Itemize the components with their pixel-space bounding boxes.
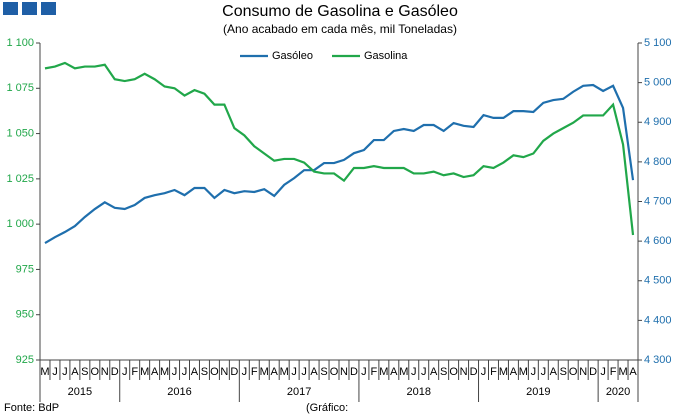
x-tick-label: D: [350, 366, 358, 378]
y-tick-label: 1 100: [6, 37, 34, 49]
x-tick-label: J: [122, 366, 128, 378]
y-tick-label: 950: [16, 309, 34, 321]
year-label: 2018: [406, 386, 430, 398]
y2-tick-label: 4 800: [644, 156, 672, 168]
series-line: [44, 83, 635, 245]
x-tick-label: N: [579, 366, 587, 378]
x-tick-label: A: [191, 366, 199, 378]
x-tick-label: A: [629, 366, 637, 378]
x-tick-label: M: [379, 366, 388, 378]
x-tick-label: M: [499, 366, 508, 378]
x-tick-label: J: [411, 366, 417, 378]
x-tick-label: O: [330, 366, 339, 378]
x-tick-label: M: [40, 366, 49, 378]
x-tick-label: A: [271, 366, 279, 378]
x-tick-label: S: [440, 366, 447, 378]
x-tick-label: J: [62, 366, 68, 378]
x-tick-label: N: [460, 366, 468, 378]
x-tick-label: F: [251, 366, 258, 378]
x-tick-label: D: [230, 366, 238, 378]
y-tick-label: 1 025: [6, 173, 34, 185]
x-tick-label: A: [151, 366, 159, 378]
y-tick-label: 975: [16, 263, 34, 275]
chart-title: Consumo de Gasolina e Gasóleo: [222, 3, 458, 20]
x-tick-label: J: [242, 366, 248, 378]
x-tick-label: N: [220, 366, 228, 378]
x-tick-label: O: [449, 366, 458, 378]
x-tick-label: J: [301, 366, 307, 378]
chart-subtitle: (Ano acabado em cada mês, mil Toneladas): [223, 22, 457, 36]
x-tick-label: J: [531, 366, 537, 378]
x-tick-label: M: [260, 366, 269, 378]
x-tick-label: S: [201, 366, 208, 378]
x-tick-label: J: [291, 366, 297, 378]
year-label: 2016: [167, 386, 191, 398]
x-tick-label: J: [421, 366, 427, 378]
x-tick-label: M: [140, 366, 149, 378]
x-tick-label: M: [618, 366, 627, 378]
x-tick-label: M: [160, 366, 169, 378]
x-tick-label: F: [371, 366, 378, 378]
x-tick-label: S: [320, 366, 327, 378]
x-tick-label: F: [131, 366, 138, 378]
y2-tick-label: 5 000: [644, 77, 672, 89]
y2-tick-label: 4 600: [644, 235, 672, 247]
x-tick-label: N: [101, 366, 109, 378]
y2-tick-label: 4 500: [644, 275, 672, 287]
x-tick-label: A: [550, 366, 558, 378]
x-tick-label: J: [182, 366, 188, 378]
y-tick-label: 1 075: [6, 82, 34, 94]
logo-square: [3, 2, 18, 15]
x-tick-label: M: [280, 366, 289, 378]
x-tick-label: F: [610, 366, 617, 378]
logo-square: [22, 2, 37, 15]
x-tick-label: A: [390, 366, 398, 378]
x-tick-label: D: [111, 366, 119, 378]
x-tick-label: M: [519, 366, 528, 378]
x-tick-label: A: [310, 366, 318, 378]
x-tick-label: D: [470, 366, 478, 378]
year-label: 2020: [606, 386, 630, 398]
x-tick-label: S: [81, 366, 88, 378]
y2-tick-label: 4 700: [644, 195, 672, 207]
year-label: 2019: [526, 386, 550, 398]
x-tick-label: A: [510, 366, 518, 378]
y2-tick-label: 5 100: [644, 37, 672, 49]
legend-label: Gasóleo: [272, 50, 313, 62]
legend-label: Gasolina: [364, 50, 408, 62]
credit: (Gráfico:: [306, 402, 348, 414]
x-tick-label: N: [340, 366, 348, 378]
year-label: 2015: [68, 386, 92, 398]
x-tick-label: A: [71, 366, 79, 378]
y2-tick-label: 4 400: [644, 314, 672, 326]
x-tick-label: J: [52, 366, 58, 378]
series-line: [44, 61, 635, 236]
x-tick-label: F: [490, 366, 497, 378]
x-tick-label: O: [569, 366, 578, 378]
source: Fonte: BdP: [4, 402, 59, 414]
x-tick-label: S: [560, 366, 567, 378]
y-tick-label: 1 000: [6, 218, 34, 230]
x-tick-label: J: [541, 366, 547, 378]
y2-tick-label: 4 900: [644, 116, 672, 128]
y2-tick-label: 4 300: [644, 354, 672, 366]
x-tick-label: A: [430, 366, 438, 378]
x-tick-label: O: [210, 366, 219, 378]
y-tick-label: 925: [16, 354, 34, 366]
year-label: 2017: [287, 386, 311, 398]
x-tick-label: J: [172, 366, 178, 378]
x-tick-label: M: [399, 366, 408, 378]
x-tick-label: J: [481, 366, 487, 378]
y-tick-label: 1 050: [6, 127, 34, 139]
x-tick-label: J: [600, 366, 606, 378]
x-tick-label: J: [361, 366, 367, 378]
logo-square: [41, 2, 56, 15]
x-tick-label: D: [589, 366, 597, 378]
x-tick-label: O: [91, 366, 100, 378]
